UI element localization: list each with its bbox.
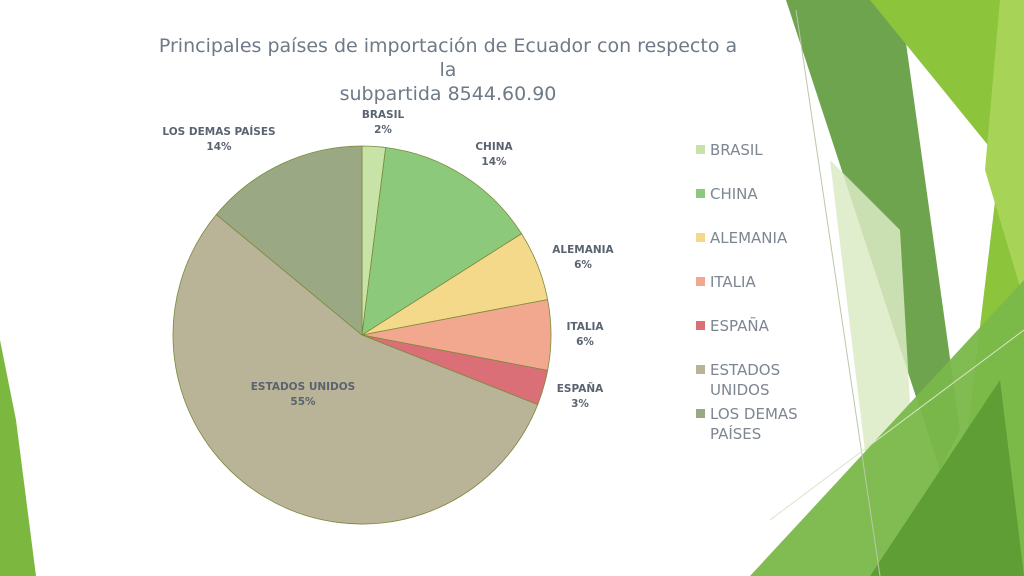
legend-label: LOS DEMAS PAÍSES	[710, 404, 806, 444]
chart-title: Principales países de importación de Ecu…	[150, 34, 746, 106]
legend-label-line: LOS DEMAS	[710, 405, 798, 423]
pie-slice-china	[361, 147, 523, 336]
legend-label: ITALIA	[710, 272, 806, 292]
data-label-1: CHINA 14%	[475, 141, 513, 168]
legend-swatch	[696, 145, 705, 154]
legend-label-line: BRASIL	[710, 141, 763, 159]
legend-swatch	[696, 409, 705, 418]
legend-label: ESPAÑA	[710, 316, 806, 336]
legend-label-line: ALEMANIA	[710, 229, 788, 247]
legend-swatch	[696, 277, 705, 286]
pie-slice-los-demas-países	[215, 145, 363, 336]
legend-label-line: CHINA	[710, 185, 758, 203]
chart-title-line-1: Principales países de importación de Ecu…	[158, 35, 738, 81]
legend-label: BRASIL	[710, 140, 806, 160]
legend-label: ESTADOS UNIDOS	[710, 360, 806, 400]
legend-item-2: ALEMANIA	[696, 228, 806, 248]
data-label-0: BRASIL 2%	[362, 109, 405, 136]
legend-item-4: ESPAÑA	[696, 316, 806, 336]
deco-line	[795, 9, 881, 576]
data-label-5: ESTADOS UNIDOS 55%	[251, 381, 356, 408]
legend-item-5: ESTADOS UNIDOS	[696, 360, 806, 400]
legend-swatch	[696, 233, 705, 242]
data-labels: BRASIL 2% CHINA 14% ALEMANIA 6% ITALIA 6% ESPAÑA…	[162, 109, 614, 410]
legend-swatch	[696, 321, 705, 330]
deco-band-bottom-dark	[870, 380, 1024, 576]
pie-slice-estados-unidos	[172, 213, 539, 525]
legend-label: CHINA	[710, 184, 806, 204]
data-label-4: ESPAÑA 3%	[557, 382, 604, 410]
legend-label-line: UNIDOS	[710, 381, 770, 399]
legend-label-line: PAÍSES	[710, 425, 762, 443]
legend-item-1: CHINA	[696, 184, 806, 204]
deco-band-light	[985, 0, 1024, 300]
pie-chart	[172, 145, 552, 525]
chart-title-line-2: subpartida 8544.60.90	[339, 83, 557, 105]
legend-label-line: ESPAÑA	[710, 317, 769, 335]
legend-swatch	[696, 189, 705, 198]
data-label-2: ALEMANIA 6%	[552, 244, 614, 271]
deco-left-strip	[0, 340, 36, 576]
data-label-3: ITALIA 6%	[566, 321, 604, 348]
legend-label-line: ESTADOS	[710, 361, 781, 379]
legend-label: ALEMANIA	[710, 228, 806, 248]
legend-item-0: BRASIL	[696, 140, 806, 160]
deco-line-2	[769, 329, 1024, 521]
data-label-6: LOS DEMAS PAÍSES 14%	[162, 125, 275, 153]
legend-item-6: LOS DEMAS PAÍSES	[696, 404, 806, 444]
legend-swatch	[696, 365, 705, 374]
legend-label-line: ITALIA	[710, 273, 756, 291]
legend-item-3: ITALIA	[696, 272, 806, 292]
